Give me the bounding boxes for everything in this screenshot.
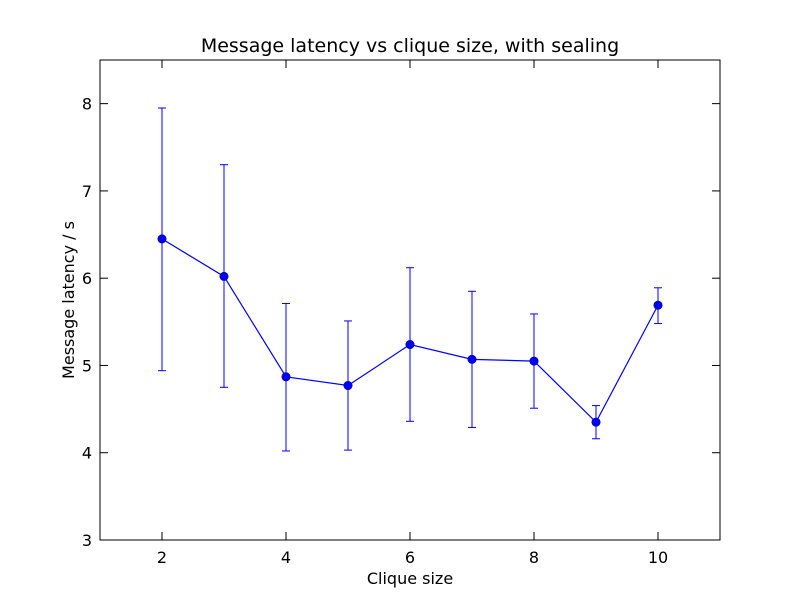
data-point [591, 417, 601, 427]
x-tick-label: 8 [529, 548, 539, 567]
y-tick-label: 4 [82, 444, 92, 463]
axis-ticks: 2 4 6 8 10 3 4 5 6 7 8 [82, 60, 720, 567]
data-point [281, 372, 291, 382]
series-layer [157, 234, 663, 427]
data-point [219, 271, 229, 281]
x-tick-label: 2 [157, 548, 167, 567]
data-point [157, 234, 167, 244]
data-point [467, 354, 477, 364]
y-tick-label: 3 [82, 531, 92, 550]
x-tick-label: 4 [281, 548, 291, 567]
chart-title: Message latency vs clique size, with sea… [201, 35, 619, 57]
y-tick-label: 6 [82, 269, 92, 288]
y-tick-label: 7 [82, 182, 92, 201]
x-tick-label: 6 [405, 548, 415, 567]
data-point [529, 356, 539, 366]
y-axis-label: Message latency / s [59, 221, 78, 379]
x-tick-label: 10 [648, 548, 668, 567]
x-axis-label: Clique size [367, 569, 453, 588]
data-point [653, 300, 663, 310]
y-tick-label: 5 [82, 356, 92, 375]
y-tick-label: 8 [82, 95, 92, 114]
data-point [405, 340, 415, 350]
data-point [343, 381, 353, 391]
